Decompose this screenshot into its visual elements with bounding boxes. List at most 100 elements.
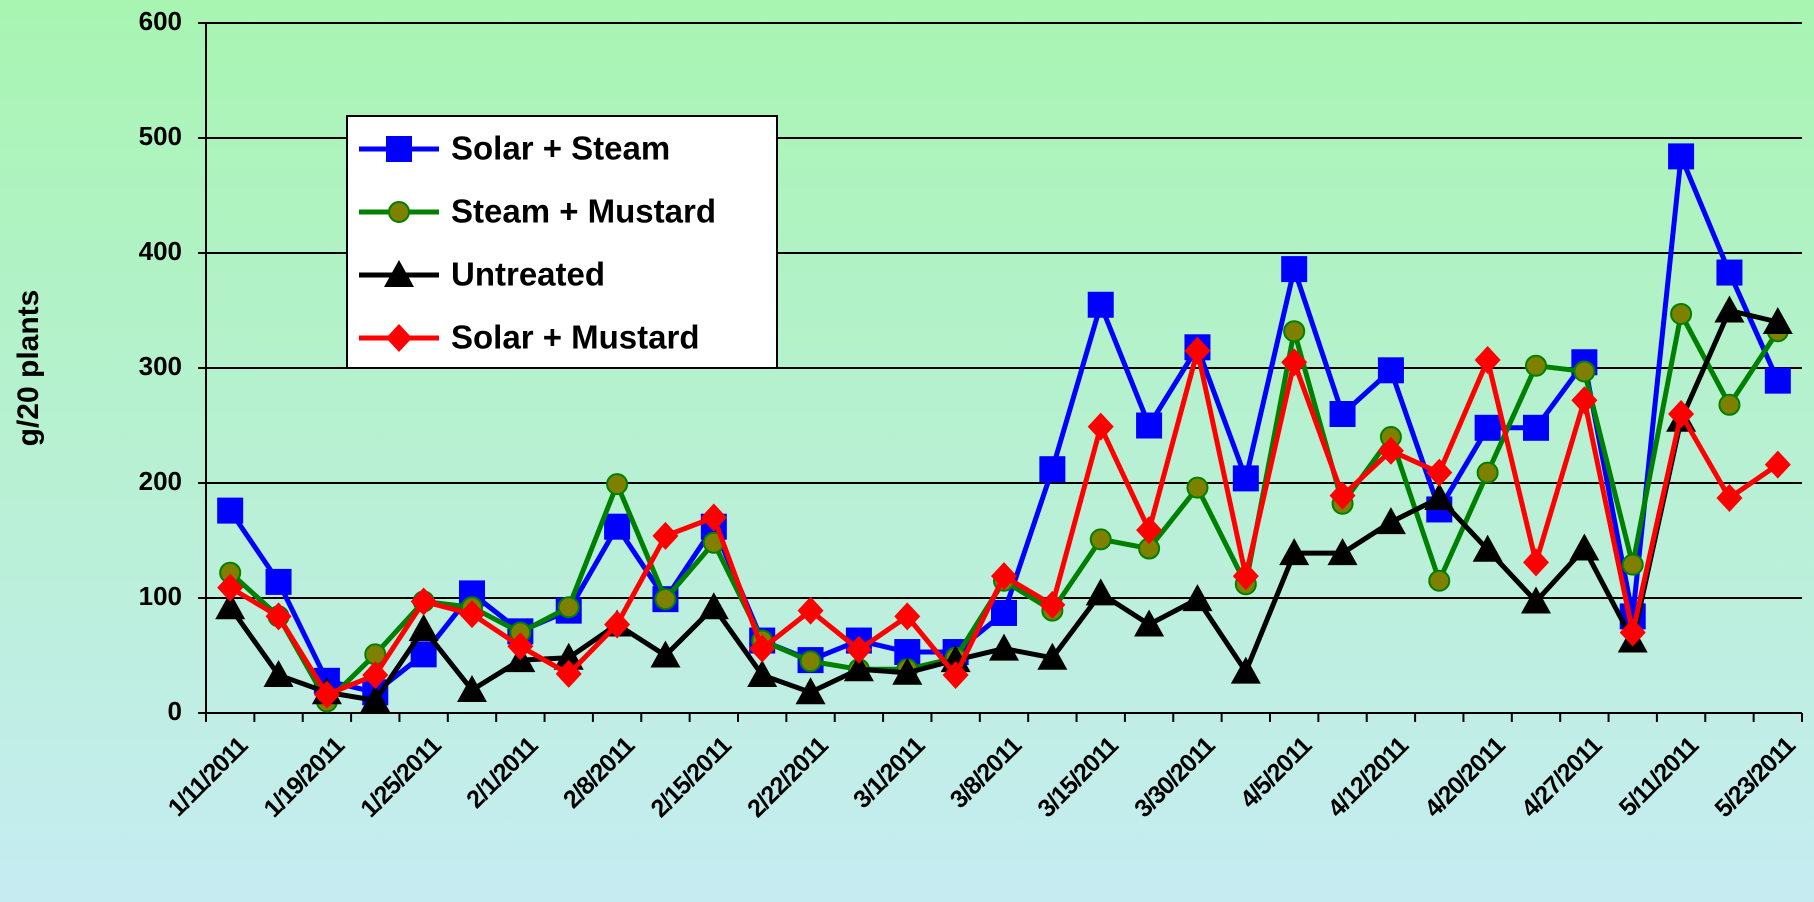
marker — [263, 660, 294, 688]
marker — [698, 592, 729, 620]
marker — [652, 521, 679, 550]
y-tick-label: 300 — [139, 351, 182, 381]
marker — [797, 596, 824, 625]
marker — [408, 614, 439, 642]
marker — [1134, 609, 1165, 637]
y-tick-label: 100 — [139, 581, 182, 611]
marker — [360, 685, 391, 713]
marker — [1087, 291, 1114, 318]
marker — [555, 659, 582, 688]
marker — [1523, 414, 1549, 441]
marker — [265, 602, 292, 631]
marker — [362, 661, 389, 690]
marker — [799, 650, 822, 673]
y-tick-label: 500 — [139, 121, 182, 151]
marker — [749, 634, 776, 663]
marker — [845, 635, 872, 664]
marker — [1377, 357, 1404, 384]
marker — [1714, 295, 1745, 323]
marker — [217, 573, 244, 602]
legend-label: Steam + Mustard — [451, 193, 716, 230]
marker — [557, 596, 580, 619]
marker — [1182, 584, 1213, 612]
marker — [313, 680, 340, 709]
marker — [991, 599, 1017, 626]
marker — [386, 136, 412, 162]
marker — [1377, 436, 1404, 465]
marker — [1039, 456, 1066, 483]
marker — [507, 632, 534, 661]
marker — [1283, 320, 1306, 343]
marker — [1232, 465, 1259, 492]
marker — [1573, 360, 1596, 383]
marker — [388, 201, 410, 223]
marker — [843, 654, 874, 682]
marker — [457, 675, 487, 702]
marker — [1186, 476, 1209, 499]
marker — [1327, 538, 1358, 566]
marker — [1521, 586, 1551, 614]
marker — [1085, 578, 1116, 606]
legend-label: Solar + Mustard — [451, 319, 699, 356]
marker — [650, 640, 681, 668]
marker — [1718, 393, 1741, 416]
marker — [1037, 642, 1068, 670]
marker — [217, 497, 244, 524]
marker — [892, 657, 923, 685]
marker — [1329, 401, 1356, 427]
marker — [1281, 348, 1308, 377]
marker — [1523, 548, 1549, 577]
legend-label: Solar + Steam — [451, 130, 670, 167]
marker — [604, 610, 631, 639]
marker — [265, 568, 292, 595]
marker — [700, 503, 727, 532]
marker — [894, 602, 921, 631]
marker — [1762, 307, 1793, 334]
marker — [386, 324, 412, 352]
marker — [459, 600, 485, 629]
marker — [747, 660, 778, 688]
marker — [1525, 354, 1547, 377]
marker — [654, 588, 677, 611]
legend-label: Untreated — [451, 256, 605, 293]
marker — [410, 587, 437, 616]
marker — [1472, 534, 1503, 562]
marker — [1329, 481, 1356, 510]
marker — [795, 677, 826, 705]
marker — [384, 260, 414, 287]
y-axis-label: g/20 plants — [12, 290, 45, 447]
marker — [1668, 400, 1695, 428]
marker — [1426, 458, 1453, 487]
marker — [1569, 533, 1600, 561]
y-tick-label: 200 — [139, 466, 182, 496]
marker — [1375, 507, 1406, 535]
marker — [1474, 345, 1501, 374]
marker — [1424, 482, 1455, 510]
marker — [1621, 553, 1644, 576]
marker — [1230, 656, 1261, 684]
marker — [1668, 143, 1695, 170]
y-tick-label: 0 — [168, 696, 182, 726]
marker — [989, 633, 1019, 661]
marker — [1716, 483, 1743, 512]
marker — [1670, 302, 1693, 325]
marker — [1281, 256, 1308, 283]
marker — [1136, 516, 1163, 545]
marker — [991, 562, 1017, 591]
marker — [1184, 336, 1211, 365]
marker — [1764, 450, 1791, 479]
marker — [1232, 562, 1259, 591]
marker — [1428, 569, 1451, 592]
marker — [1136, 412, 1163, 439]
marker — [1039, 590, 1066, 619]
marker — [1571, 386, 1598, 415]
marker — [604, 513, 631, 540]
y-tick-label: 600 — [139, 6, 182, 36]
marker — [1089, 528, 1112, 551]
marker — [942, 661, 969, 690]
legend-box — [346, 115, 778, 369]
y-tick-label: 400 — [139, 236, 182, 266]
marker — [1474, 414, 1501, 441]
marker — [1279, 538, 1310, 566]
